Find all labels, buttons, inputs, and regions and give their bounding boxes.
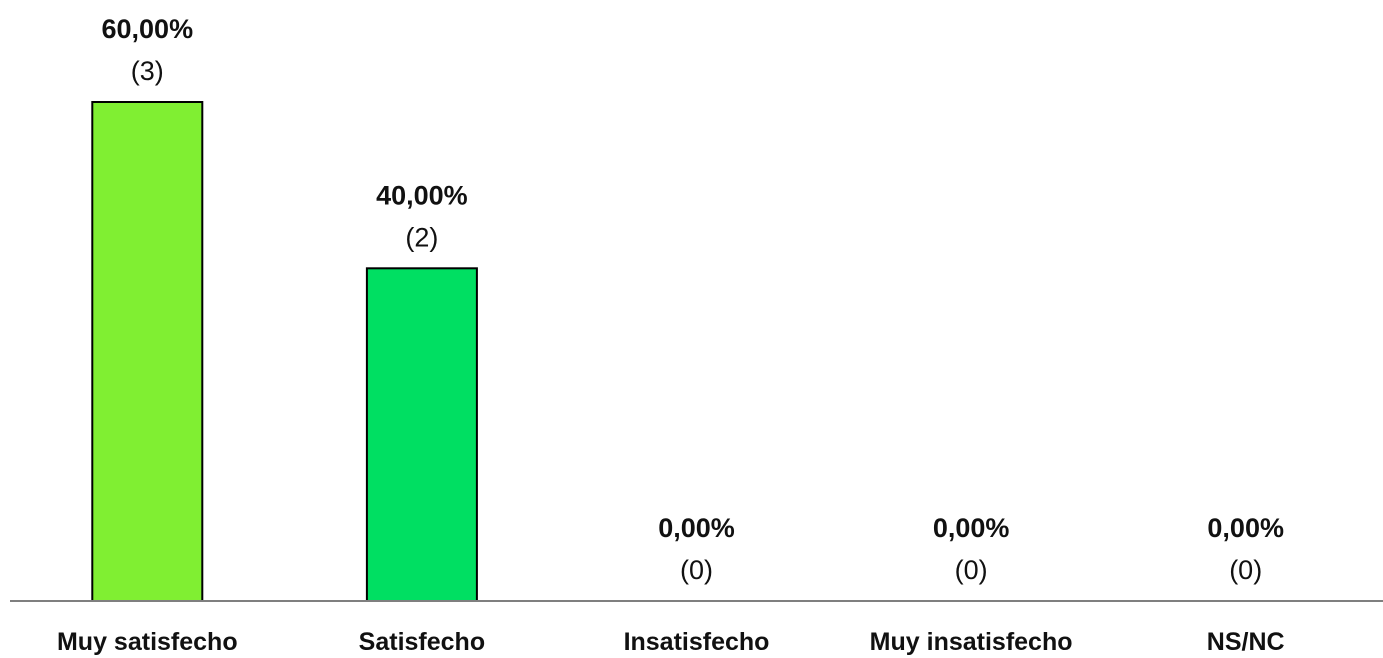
bars-layer xyxy=(92,102,477,601)
category-label-ns-nc: NS/NC xyxy=(1207,628,1285,656)
count-label-insatisfecho: (0) xyxy=(680,555,713,585)
count-label-muy-insatisfecho: (0) xyxy=(955,555,988,585)
bar-satisfecho xyxy=(367,268,477,601)
count-label-muy-satisfecho: (3) xyxy=(131,56,164,86)
percent-label-ns-nc: 0,00% xyxy=(1207,513,1284,543)
category-label-satisfecho: Satisfecho xyxy=(359,628,485,656)
category-labels-layer: Muy satisfecho Satisfecho Insatisfecho Muy … xyxy=(57,628,1285,656)
percent-label-muy-satisfecho: 60,00% xyxy=(102,14,194,44)
percent-label-insatisfecho: 0,00% xyxy=(658,513,735,543)
category-label-muy-insatisfecho: Muy insatisfecho xyxy=(870,628,1073,656)
count-label-ns-nc: (0) xyxy=(1229,555,1262,585)
category-label-insatisfecho: Insatisfecho xyxy=(624,628,770,656)
percent-label-muy-insatisfecho: 0,00% xyxy=(933,513,1010,543)
percent-label-satisfecho: 40,00% xyxy=(376,180,468,210)
category-label-muy-satisfecho: Muy satisfecho xyxy=(57,628,238,656)
bar-muy-satisfecho xyxy=(92,102,202,601)
data-labels-layer: 60,00% (3) 40,00% (2) 0,00% (0) 0,00% (0) 0,00% (… xyxy=(102,14,1284,585)
count-label-satisfecho: (2) xyxy=(405,222,438,252)
